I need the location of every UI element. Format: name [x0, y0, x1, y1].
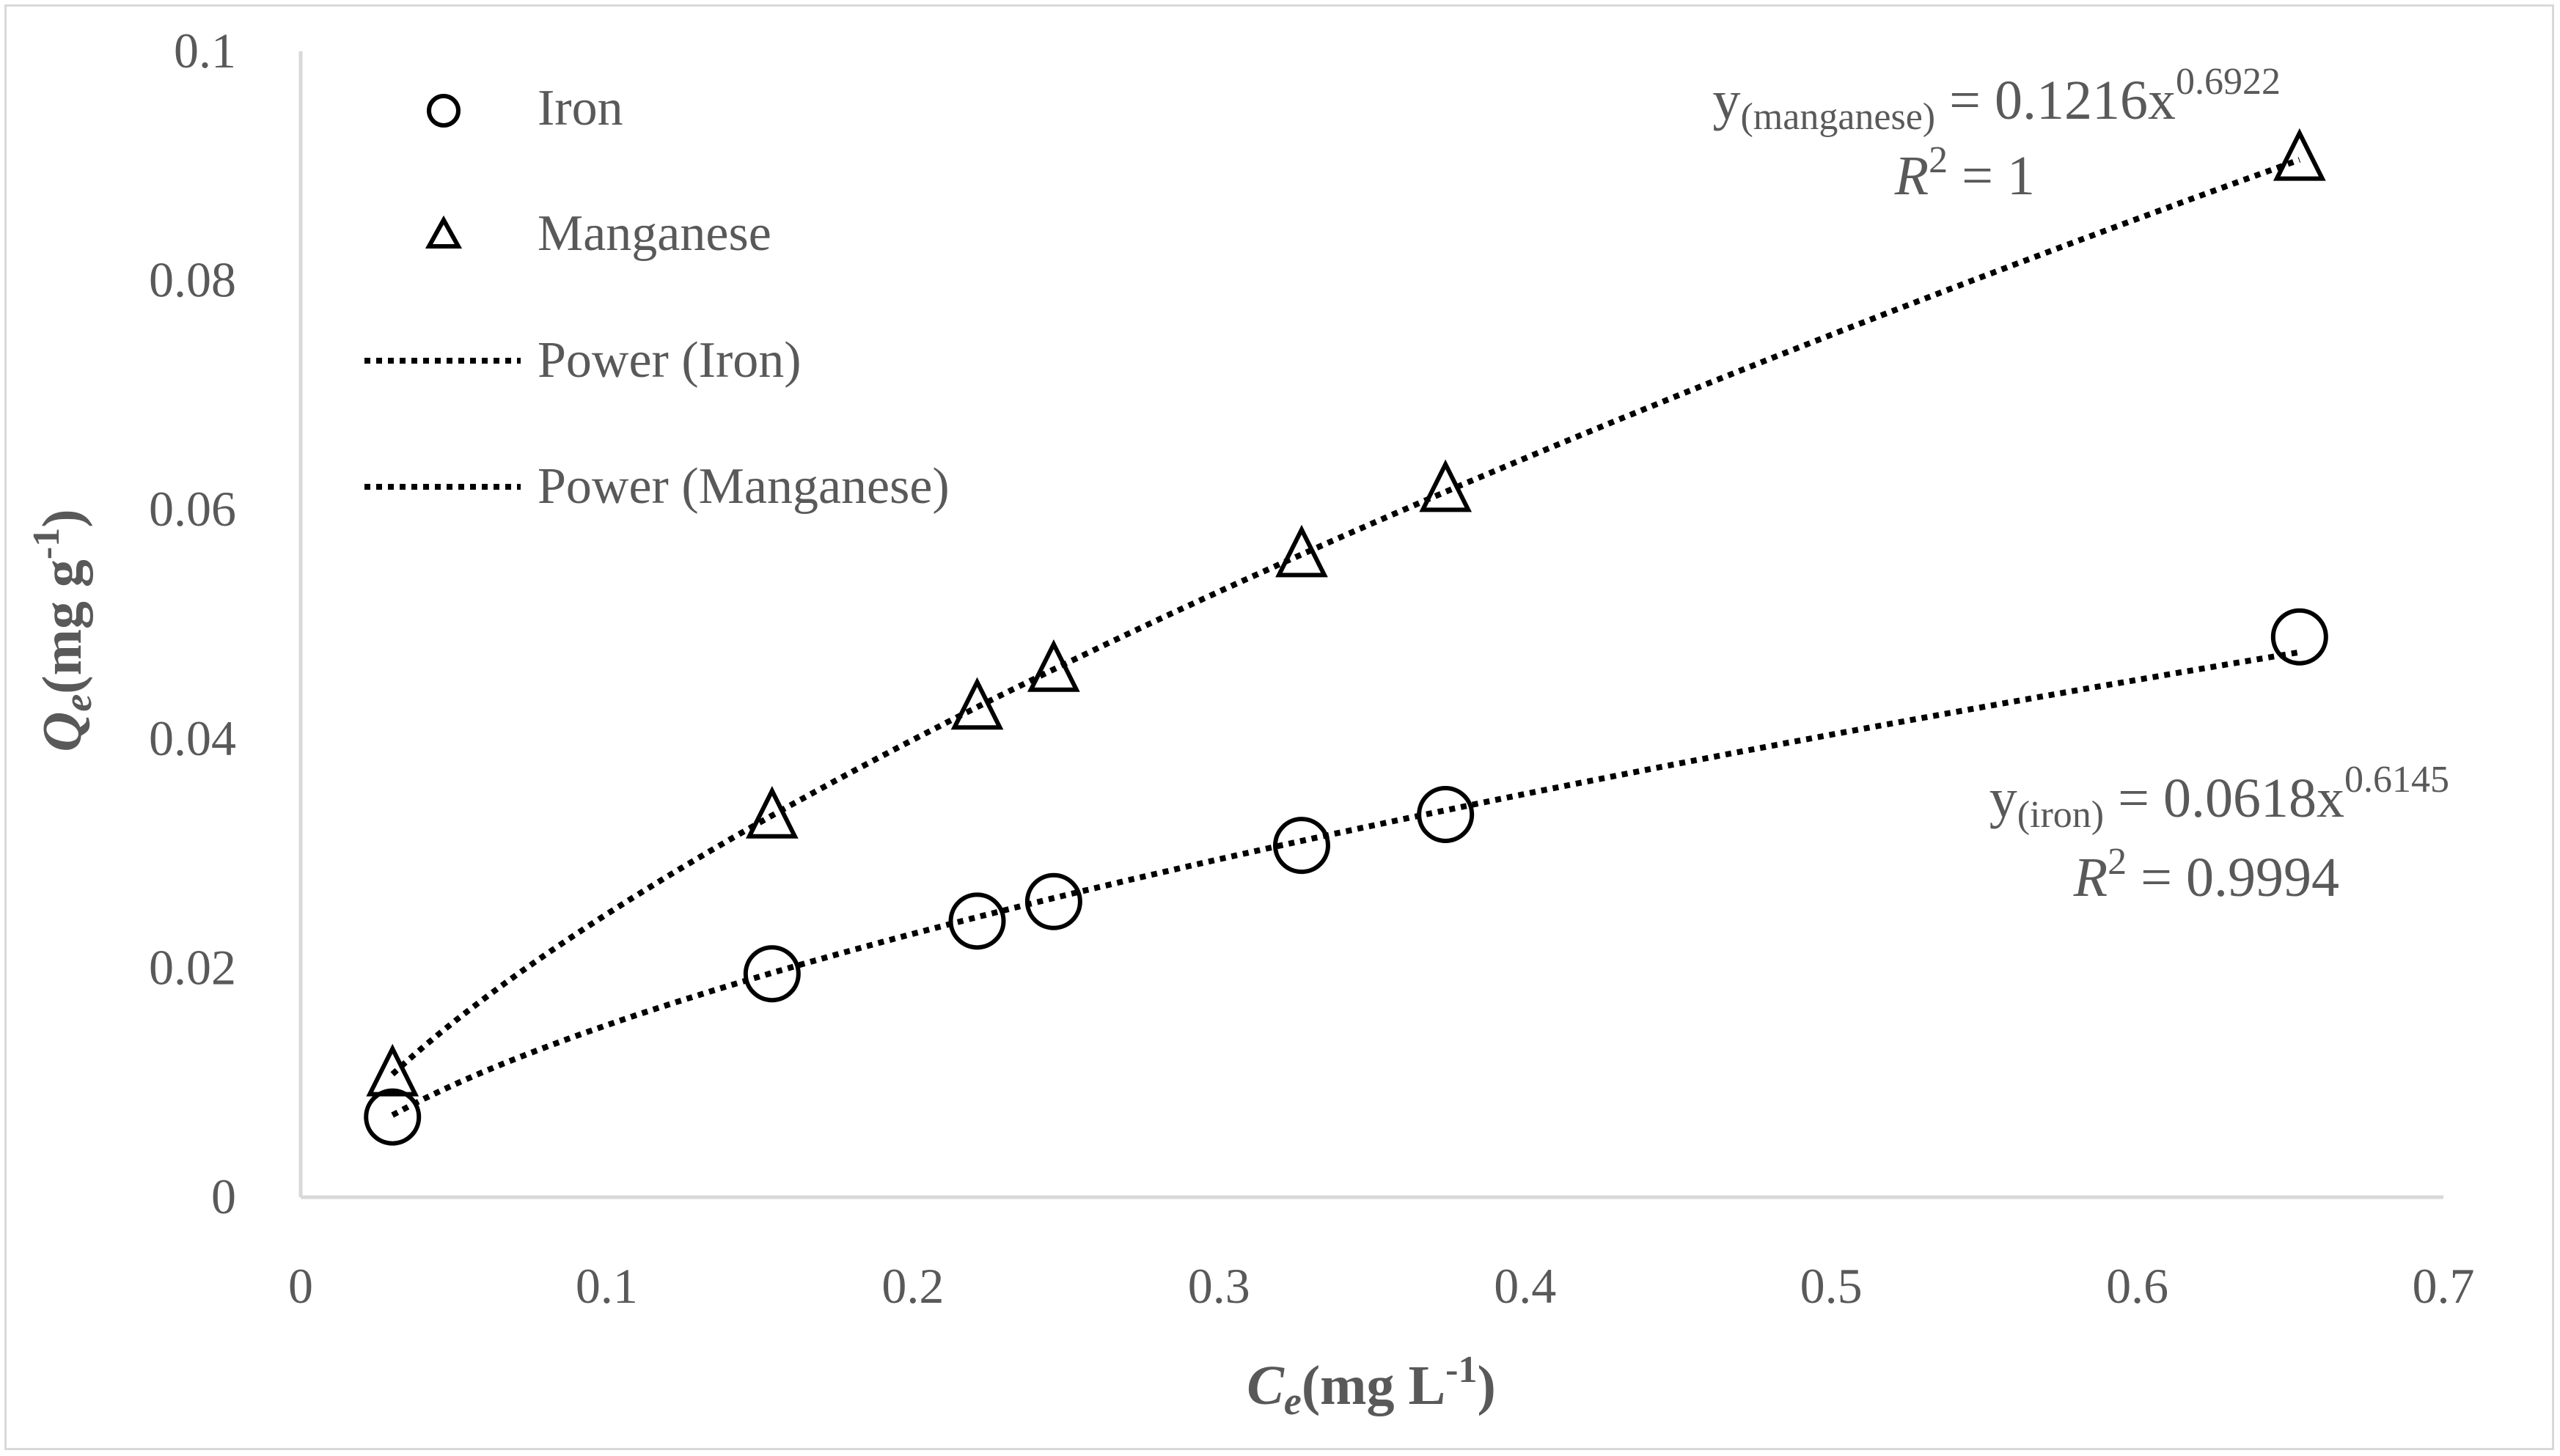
manganese-point — [950, 677, 1004, 730]
iron-point — [1417, 785, 1475, 843]
iron-equation: y(iron) = 0.0618x0.6145 R2 = 0.9994 — [1989, 759, 2449, 908]
iron-point — [1272, 817, 1330, 875]
iron-r2-text: R2 = 0.9994 — [2073, 841, 2339, 908]
iron-point — [743, 945, 801, 1003]
manganese-point — [1275, 524, 1328, 578]
x-tick-label: 0.5 — [1800, 1258, 1863, 1314]
x-tick-label: 0.7 — [2413, 1258, 2475, 1314]
legend-iron-label: Iron — [538, 80, 623, 136]
x-axis-title: Ce(mg L-1) — [1247, 1349, 1496, 1423]
x-tick-label: 0.4 — [1494, 1258, 1556, 1314]
trendline-manganese — [390, 157, 2301, 1077]
manganese-point — [366, 1043, 419, 1097]
y-tick-label: 0.08 — [149, 252, 236, 308]
x-tick-label: 0 — [288, 1258, 313, 1314]
manganese-point — [1419, 459, 1472, 512]
legend-power-manganese-label: Power (Manganese) — [538, 458, 950, 515]
x-tick-labels: 0 0.1 0.2 0.3 0.4 0.5 0.6 0.7 — [288, 1258, 2475, 1314]
y-axis-title: Qe(mg g-1) — [26, 509, 100, 751]
manganese-point — [1027, 639, 1080, 692]
legend-iron-marker — [427, 94, 461, 128]
y-tick-label: 0.02 — [149, 939, 236, 995]
data-markers — [364, 128, 2328, 1146]
x-tick-label: 0.1 — [576, 1258, 638, 1314]
manganese-r2-text: R2 = 1 — [1894, 139, 2035, 207]
legend-manganese-marker — [425, 215, 463, 249]
x-tick-label: 0.2 — [881, 1258, 944, 1314]
manganese-equation-text: y(manganese) = 0.1216x0.6922 — [1712, 61, 2281, 138]
y-tick-label: 0.06 — [149, 481, 236, 537]
legend: Iron Manganese Power (Iron) Power (Manga… — [364, 80, 950, 515]
iron-point — [364, 1088, 422, 1146]
y-tick-label: 0 — [211, 1169, 236, 1224]
manganese-point — [745, 786, 799, 839]
iron-equation-text: y(iron) = 0.0618x0.6145 — [1989, 759, 2449, 836]
iron-point — [948, 892, 1006, 950]
manganese-point — [2273, 128, 2326, 181]
x-tick-label: 0.3 — [1188, 1258, 1250, 1314]
y-tick-label: 0.04 — [149, 710, 236, 766]
trendline-iron — [391, 649, 2300, 1118]
legend-manganese-label: Manganese — [538, 205, 771, 262]
legend-power-iron-label: Power (Iron) — [538, 332, 802, 389]
trendlines — [390, 157, 2301, 1118]
iron-point — [2270, 608, 2328, 666]
x-tick-label: 0.6 — [2106, 1258, 2168, 1314]
y-tick-label: 0.1 — [174, 23, 236, 78]
y-tick-labels: 0 0.02 0.04 0.06 0.08 0.1 — [149, 23, 236, 1224]
iron-point — [1024, 872, 1082, 930]
manganese-equation: y(manganese) = 0.1216x0.6922 R2 = 1 — [1712, 61, 2281, 207]
